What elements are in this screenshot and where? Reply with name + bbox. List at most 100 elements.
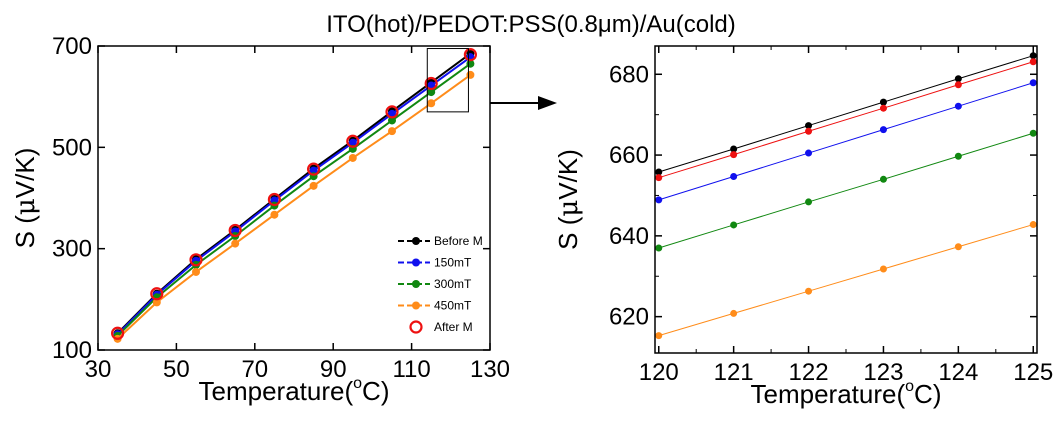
right-chart: 120 121 122 123 124 125 620 640 660 680 Temperatu… xyxy=(553,45,1053,409)
x-tick-label: 120 xyxy=(639,359,679,386)
series-300mt xyxy=(655,129,1037,252)
data-point xyxy=(348,153,357,162)
x-tick-label: 122 xyxy=(789,359,829,386)
left-y-axis-label: S (μV/K) xyxy=(10,148,41,249)
right-series-layer xyxy=(655,52,1037,340)
data-point xyxy=(730,309,738,317)
data-point xyxy=(424,76,438,91)
legend-item: 450mT xyxy=(398,299,472,313)
data-point xyxy=(270,210,279,219)
series-line xyxy=(658,132,1034,249)
data-point xyxy=(348,138,357,147)
zoom-arrow xyxy=(490,96,557,110)
data-point xyxy=(730,221,738,229)
data-point xyxy=(655,332,663,340)
series-line xyxy=(658,224,1034,337)
data-point xyxy=(231,239,240,248)
left-chart: 30 50 70 90 110 130 100 300 500 700 Before M 150mT… xyxy=(10,33,510,406)
data-point xyxy=(805,122,813,130)
data-point xyxy=(110,326,125,340)
data-point xyxy=(427,99,436,108)
legend-marker xyxy=(412,301,420,310)
series-line xyxy=(658,61,1034,179)
y-tick-label: 680 xyxy=(609,61,649,88)
data-point xyxy=(655,174,663,182)
series-line xyxy=(658,82,1034,201)
left-series-layer xyxy=(110,48,477,343)
data-point xyxy=(954,81,962,89)
data-point xyxy=(879,104,887,112)
legend-label: 450mT xyxy=(434,299,472,313)
left-plot-frame xyxy=(97,45,491,351)
data-point xyxy=(189,253,203,267)
x-tick-label: 30 xyxy=(85,356,112,383)
x-tick-label: 124 xyxy=(938,359,978,386)
data-point xyxy=(954,152,962,160)
legend: Before M 150mT 300mT 450mT After M xyxy=(398,234,483,334)
legend-marker xyxy=(412,280,420,288)
x-tick-label: 121 xyxy=(714,359,754,386)
data-point xyxy=(309,181,318,190)
data-point xyxy=(1029,79,1037,87)
data-point xyxy=(879,98,887,106)
legend-label: 150mT xyxy=(434,256,472,270)
y-tick-label: 500 xyxy=(52,134,92,161)
data-point xyxy=(805,287,813,295)
data-point xyxy=(228,223,242,238)
data-point xyxy=(466,70,475,79)
legend-item: After M xyxy=(409,320,473,334)
data-point xyxy=(655,168,663,176)
data-point xyxy=(1029,129,1037,137)
data-point xyxy=(385,105,399,119)
series-line xyxy=(658,55,1034,173)
right-plot-frame xyxy=(654,45,1038,354)
series-150mt xyxy=(113,53,475,339)
data-point xyxy=(879,126,887,134)
data-point xyxy=(1029,221,1037,229)
chart-title: ITO(hot)/PEDOT:PSS(0.8μm)/Au(cold) xyxy=(326,11,736,38)
right-x-axis-label: Temperature(oC) xyxy=(751,378,942,409)
data-point xyxy=(954,243,962,251)
legend-item: 150mT xyxy=(398,256,472,270)
data-point xyxy=(805,149,813,157)
data-point xyxy=(655,244,663,252)
y-tick-label: 700 xyxy=(52,33,92,60)
zoom-region-box xyxy=(426,48,469,113)
legend-label: After M xyxy=(434,320,473,334)
x-tick-label: 125 xyxy=(1013,359,1053,386)
data-point xyxy=(427,88,436,97)
data-point xyxy=(730,172,738,180)
data-point xyxy=(954,102,962,110)
data-point xyxy=(655,196,663,204)
data-point xyxy=(1029,52,1037,60)
data-point xyxy=(150,287,164,301)
data-point xyxy=(309,166,318,175)
legend-marker xyxy=(412,237,420,245)
data-point xyxy=(346,134,360,148)
series-after-m xyxy=(110,48,477,340)
y-tick-label: 300 xyxy=(52,236,92,263)
data-point xyxy=(730,145,738,153)
series-before-m xyxy=(655,52,1037,176)
legend-item: Before M xyxy=(398,234,483,248)
y-tick-label: 100 xyxy=(52,337,92,364)
data-point xyxy=(805,127,813,135)
x-tick-label: 90 xyxy=(320,356,347,383)
x-tick-label: 123 xyxy=(863,359,903,386)
legend-label: 300mT xyxy=(434,277,472,291)
legend-label: Before M xyxy=(434,234,483,248)
x-tick-label: 130 xyxy=(470,356,510,383)
left-axis-ticks: 30 50 70 90 110 130 100 300 500 700 xyxy=(52,33,510,383)
data-point xyxy=(954,75,962,83)
y-tick-label: 660 xyxy=(609,142,649,169)
data-point xyxy=(463,48,477,62)
data-point xyxy=(388,127,396,136)
data-point xyxy=(805,198,813,206)
right-y-axis-label: S (μV/K) xyxy=(553,149,584,250)
x-tick-label: 70 xyxy=(241,356,268,383)
legend-marker xyxy=(412,258,420,267)
data-point xyxy=(879,265,887,273)
series-150mt xyxy=(655,79,1037,204)
data-point xyxy=(1029,58,1037,66)
